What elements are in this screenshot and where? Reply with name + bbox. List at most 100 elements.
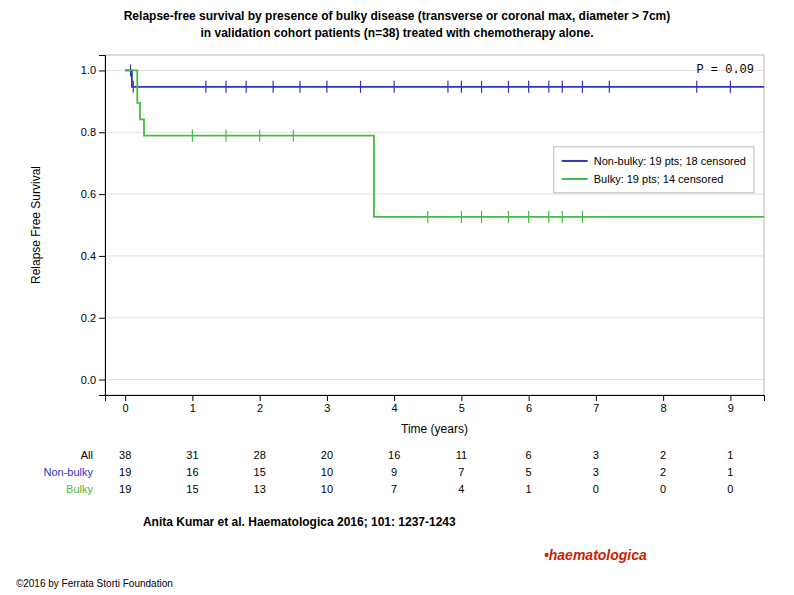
censor-mark (481, 211, 482, 223)
risk-count: 28 (254, 449, 266, 461)
y-tick-mark (99, 132, 105, 133)
x-axis-title: Time (years) (401, 422, 468, 436)
y-tick: 1.0 (81, 64, 105, 76)
risk-row-label: Non-bulky (43, 466, 93, 478)
censor-mark (427, 211, 428, 223)
risk-count: 1 (526, 483, 532, 495)
x-tick-label: 5 (459, 402, 465, 414)
risk-count: 3 (593, 466, 599, 478)
risk-count: 0 (727, 483, 733, 495)
risk-count: 1 (727, 466, 733, 478)
y-tick-mark (99, 70, 105, 71)
risk-count: 2 (660, 449, 666, 461)
risk-count: 2 (660, 466, 666, 478)
censor-mark (582, 211, 583, 223)
x-tick: 0 (123, 395, 129, 414)
x-tick-label: 3 (324, 402, 330, 414)
logo: •haematologica (544, 547, 647, 563)
risk-count: 38 (119, 449, 131, 461)
risk-count: 15 (186, 483, 198, 495)
censor-mark (192, 130, 193, 142)
censor-mark (246, 81, 247, 93)
risk-table: All3831282016116321Non-bulky191615109753… (43, 449, 733, 495)
risk-count: 13 (254, 483, 266, 495)
y-tick-label: 0.8 (81, 126, 96, 138)
risk-count: 20 (321, 449, 333, 461)
x-tick: 9 (728, 395, 734, 414)
censor-mark (461, 81, 462, 93)
censor-mark (225, 130, 226, 142)
y-tick: 0.8 (81, 126, 105, 138)
legend-item: Non-bulky: 19 pts; 18 censored (562, 155, 746, 167)
x-tick: 1 (190, 395, 196, 414)
x-tick-label: 1 (190, 402, 196, 414)
chart: Relapse-free survival by presence of bul… (0, 0, 794, 595)
x-tick: 3 (324, 395, 330, 414)
risk-count: 9 (391, 466, 397, 478)
risk-count: 10 (321, 483, 333, 495)
censor-mark (528, 81, 529, 93)
censor-mark (508, 211, 509, 223)
risk-count: 4 (458, 483, 464, 495)
legend-swatch (562, 160, 588, 162)
censor-mark (528, 211, 529, 223)
x-tick: 8 (661, 395, 667, 414)
censor-mark (481, 81, 482, 93)
legend-swatch (562, 178, 588, 180)
risk-count: 16 (186, 466, 198, 478)
x-tick-mark (260, 395, 261, 401)
risk-count: 10 (321, 466, 333, 478)
censor-mark (562, 211, 563, 223)
km-curve (125, 70, 764, 217)
p-value: P = 0.09 (696, 63, 754, 77)
x-tick-label: 0 (123, 402, 129, 414)
censor-mark (299, 81, 300, 93)
plot: 01234567890.00.20.40.60.81.0P = 0.09Non-… (81, 55, 765, 414)
grid-line (105, 132, 764, 133)
x-tick: 5 (459, 395, 465, 414)
title: Relapse-free survival by presence of bul… (124, 9, 671, 23)
x-tick-mark (730, 395, 731, 401)
copyright: ©2016 by Ferrata Storti Foundation (16, 578, 173, 589)
grid-line (105, 194, 764, 195)
censor-mark (225, 81, 226, 93)
y-tick-label: 0.0 (81, 374, 96, 386)
grid-line (105, 255, 764, 256)
risk-count: 7 (458, 466, 464, 478)
risk-count: 16 (388, 449, 400, 461)
risk-row-label: All (81, 449, 93, 461)
risk-count: 5 (526, 466, 532, 478)
censor-mark (273, 81, 274, 93)
censor-mark (205, 81, 206, 93)
risk-count: 6 (526, 449, 532, 461)
x-tick-label: 8 (661, 402, 667, 414)
x-tick-mark (125, 395, 126, 401)
x-tick-label: 2 (257, 402, 263, 414)
citation: Anita Kumar et al. Haematologica 2016; 1… (143, 515, 456, 529)
x-tick-mark (663, 395, 664, 401)
y-axis-line (99, 56, 106, 396)
risk-count: 3 (593, 449, 599, 461)
censor-mark (293, 130, 294, 142)
x-tick-mark (192, 395, 193, 401)
y-tick-label: 0.4 (81, 250, 96, 262)
censor-mark (133, 81, 134, 93)
censor-mark (548, 211, 549, 223)
x-tick: 2 (257, 395, 263, 414)
x-tick-mark (394, 395, 395, 401)
x-tick: 4 (392, 395, 398, 414)
data-marks (125, 64, 764, 223)
legend-item: Bulky: 19 pts; 14 censored (562, 173, 724, 185)
plot-frame (105, 55, 764, 395)
risk-count: 0 (660, 483, 666, 495)
x-tick: 6 (526, 395, 532, 414)
x-tick-mark (461, 395, 462, 401)
y-tick-mark (99, 318, 105, 319)
y-axis: 0.00.20.40.60.81.0 (81, 56, 106, 396)
censor-mark (508, 81, 509, 93)
risk-count: 0 (593, 483, 599, 495)
risk-row-label: Bulky (66, 483, 93, 495)
censor-mark (447, 81, 448, 93)
x-tick-label: 7 (593, 402, 599, 414)
legend-label: Non-bulky: 19 pts; 18 censored (594, 155, 746, 167)
